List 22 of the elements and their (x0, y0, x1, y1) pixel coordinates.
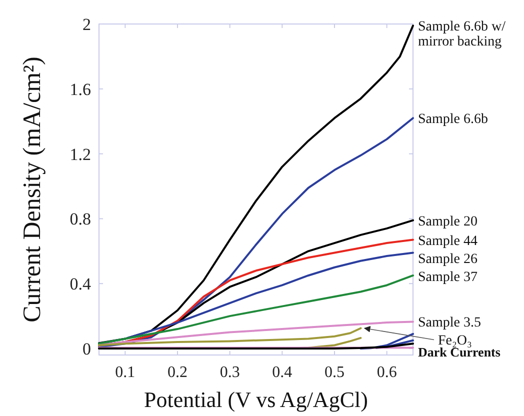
x-tick-label: 0.3 (220, 364, 240, 381)
x-tick-label: 0.4 (272, 364, 292, 381)
y-axis-title: Current Density (mA/cm²) (19, 56, 46, 322)
x-tick-label: 0.2 (168, 364, 188, 381)
text: Fe₂O₃ (438, 334, 472, 349)
series-label: Sample 6.6b (418, 112, 488, 128)
x-tick-label: 0.5 (324, 364, 344, 381)
series-label: Sample 3.5 (418, 316, 481, 331)
y-tick-label: 0.8 (70, 210, 91, 229)
x-axis-title: Potential (V vs Ag/AgCl) (144, 387, 368, 412)
y-tick-label: 2 (82, 15, 91, 34)
y-tick-label: 0 (82, 340, 91, 359)
y-tick-label: 1.2 (70, 144, 91, 164)
series-label: Sample 20 (418, 214, 478, 230)
series-label: Sample 44 (418, 234, 478, 249)
series-label: Sample 37 (418, 270, 478, 285)
y-tick-label: 1.6 (70, 80, 91, 99)
series-label: Sample 26 (418, 252, 478, 267)
series-label: Sample 6.6b w/ mirror backing (418, 20, 506, 50)
x-tick-label: 0.1 (115, 364, 136, 381)
y-tick-label: 0.4 (70, 274, 92, 294)
x-tick-label: 0.6 (376, 364, 397, 381)
